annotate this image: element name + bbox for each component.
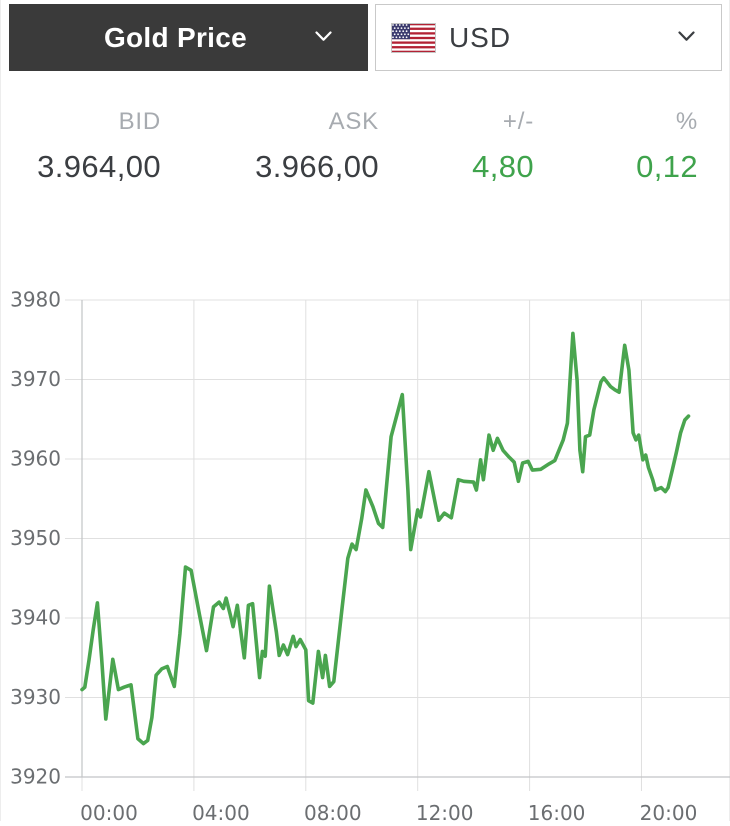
x-tick-label: 08:00 bbox=[304, 801, 362, 821]
quote-col-percent: % 0,12 bbox=[534, 108, 698, 185]
quote-col-change: +/- 4,80 bbox=[379, 108, 534, 185]
bid-value: 3.964,00 bbox=[37, 149, 161, 184]
instrument-dropdown[interactable]: Gold Price bbox=[9, 4, 368, 71]
chevron-down-icon bbox=[315, 29, 332, 47]
x-tick-label: 20:00 bbox=[640, 801, 698, 821]
price-chart[interactable]: 3920 3930 3940 3950 3960 3970 3980 00:00 04:00 08… bbox=[1, 288, 730, 826]
x-tick-label: 04:00 bbox=[192, 801, 250, 821]
us-flag-icon bbox=[390, 22, 436, 53]
x-tick-label: 16:00 bbox=[528, 801, 586, 821]
quote-row: BID 3.964,00 ASK 3.966,00 +/- 4,80 % 0,1… bbox=[1, 108, 729, 185]
topbar: Gold Price bbox=[1, 0, 729, 71]
axes bbox=[65, 300, 730, 778]
currency-dropdown[interactable]: USD bbox=[374, 4, 722, 71]
bid-label: BID bbox=[118, 108, 161, 135]
change-label: +/- bbox=[502, 108, 534, 135]
x-tick-label: 12:00 bbox=[416, 801, 474, 821]
quote-col-ask: ASK 3.966,00 bbox=[161, 108, 379, 185]
tick-labels: 3920 3930 3940 3950 3960 3970 3980 00:00 04:00 08… bbox=[10, 288, 698, 826]
change-value: 4,80 bbox=[472, 149, 534, 184]
y-tick-label: 3940 bbox=[10, 606, 61, 630]
price-chart-svg: 3920 3930 3940 3950 3960 3970 3980 00:00 04:00 08… bbox=[10, 288, 730, 826]
ask-label: ASK bbox=[328, 108, 379, 135]
y-tick-label: 3920 bbox=[10, 765, 61, 789]
y-tick-label: 3930 bbox=[10, 685, 61, 709]
y-tick-label: 3980 bbox=[10, 290, 61, 312]
quote-col-bid: BID 3.964,00 bbox=[1, 108, 161, 185]
y-tick-label: 3970 bbox=[10, 367, 61, 391]
ask-value: 3.966,00 bbox=[255, 149, 379, 184]
y-tick-label: 3960 bbox=[10, 447, 61, 471]
chevron-down-icon bbox=[678, 29, 695, 47]
y-tick-label: 3950 bbox=[10, 526, 61, 550]
instrument-label: Gold Price bbox=[103, 21, 247, 53]
percent-label: % bbox=[675, 108, 698, 135]
x-tick-label: 00:00 bbox=[80, 801, 138, 821]
percent-value: 0,12 bbox=[636, 149, 698, 184]
price-line-series bbox=[80, 331, 691, 746]
currency-label: USD bbox=[448, 21, 512, 53]
